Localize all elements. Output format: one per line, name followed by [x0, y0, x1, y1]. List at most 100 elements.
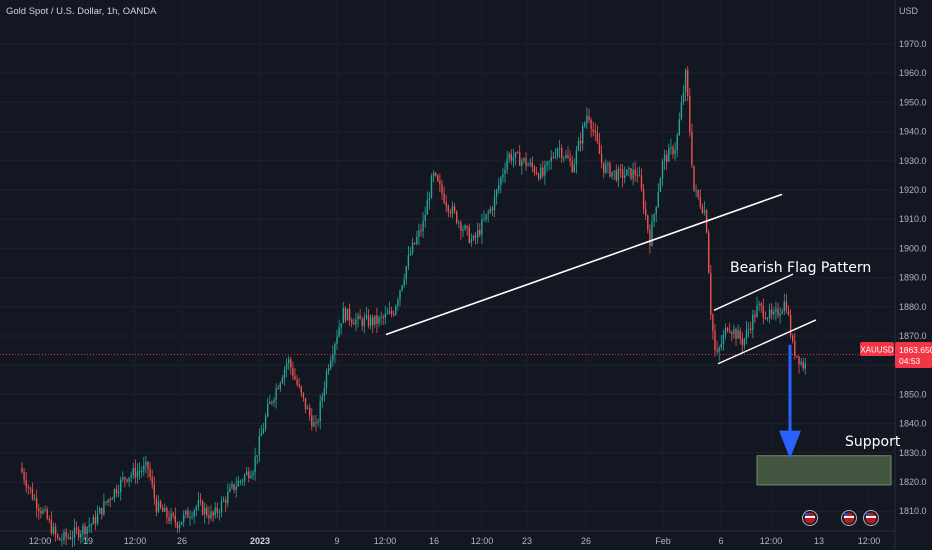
- flag-lower-line[interactable]: [717, 319, 817, 365]
- candle-body: [443, 193, 445, 203]
- candle-body: [428, 198, 431, 201]
- candle-down: [689, 88, 691, 137]
- candle-body: [285, 363, 288, 369]
- candle-body: [109, 499, 111, 501]
- candle-body: [512, 157, 515, 161]
- candle-down: [59, 537, 61, 541]
- candle-up: [582, 122, 584, 151]
- candle-body: [775, 308, 777, 312]
- candle-body: [670, 147, 672, 149]
- flag-upper-line[interactable]: [713, 273, 794, 311]
- candle-up: [752, 309, 754, 339]
- candle-up: [628, 165, 630, 177]
- candle-body: [348, 308, 351, 321]
- price-tick-label: 1950.0: [899, 97, 927, 107]
- drawings-group[interactable]: Bearish Flag Pattern Support: [385, 193, 901, 486]
- candle-body: [183, 514, 185, 522]
- candle-up: [260, 424, 263, 437]
- us-flag-event-icon[interactable]: [841, 510, 857, 526]
- candle-down: [691, 123, 693, 168]
- time-tick-label: 13: [814, 536, 824, 546]
- candle-up: [374, 315, 376, 328]
- support-label[interactable]: Support: [845, 434, 901, 450]
- us-flag-event-icon[interactable]: [863, 510, 879, 526]
- candle-down: [437, 174, 439, 183]
- candle-body: [561, 148, 563, 158]
- support-zone[interactable]: [756, 455, 892, 486]
- candle-up: [680, 95, 683, 121]
- candle-body: [313, 422, 315, 427]
- price-tick-label: 1970.0: [899, 39, 927, 49]
- candle-down: [48, 515, 50, 524]
- candle-up: [342, 301, 344, 324]
- candle-body: [527, 164, 529, 166]
- candle-body: [166, 507, 168, 518]
- candle-body: [684, 70, 687, 93]
- candle-body: [789, 314, 792, 336]
- price-axis[interactable]: 1970.0 1960.0 1950.0 1940.0 1930.0 1920.0 1910…: [899, 39, 927, 516]
- candle-body: [172, 513, 174, 516]
- candle-body: [674, 150, 676, 155]
- candle-up: [512, 148, 515, 168]
- projection-arrow[interactable]: [779, 344, 801, 459]
- candle-up: [250, 470, 252, 480]
- candle-body: [762, 306, 764, 318]
- candle-body: [99, 508, 101, 514]
- candle-body: [164, 507, 166, 512]
- candle-down: [75, 521, 78, 535]
- candle-down: [474, 232, 477, 245]
- candle-up: [220, 496, 223, 518]
- candle-body: [661, 160, 664, 179]
- candle-body: [128, 477, 130, 482]
- candle-body: [388, 310, 391, 314]
- candle-up: [464, 223, 466, 231]
- candle-up: [781, 308, 783, 315]
- time-axis[interactable]: 12:00 19 12:00 26 2023 9 12:00 16 12:00 23 26 Feb 6 1…: [29, 536, 881, 546]
- candle-body: [376, 315, 378, 324]
- candle-up: [747, 322, 750, 338]
- candle-body: [613, 170, 615, 172]
- candle-body: [495, 189, 498, 197]
- us-flag-event-icon[interactable]: [802, 510, 818, 526]
- candle-up: [283, 366, 286, 386]
- candle-up: [99, 506, 101, 514]
- candle-up: [722, 329, 725, 351]
- candle-up: [227, 483, 229, 508]
- candle-down: [798, 355, 800, 374]
- candle-down: [615, 164, 617, 183]
- price-badge-symbol: XAUUSD: [860, 346, 894, 355]
- candle-body: [439, 180, 441, 185]
- candle-up: [458, 219, 460, 229]
- candle-body: [130, 474, 132, 478]
- candle-body: [227, 491, 229, 504]
- candle-up: [103, 493, 105, 516]
- bearish-flag-label[interactable]: Bearish Flag Pattern: [730, 260, 871, 276]
- candle-down: [729, 322, 731, 334]
- candle-body: [390, 310, 393, 314]
- candle-body: [747, 328, 750, 330]
- candle-down: [109, 496, 111, 508]
- candle-body: [672, 147, 674, 155]
- candle-up: [336, 329, 338, 350]
- candle-body: [59, 538, 61, 541]
- candle-body: [453, 206, 456, 212]
- candle-body: [330, 360, 332, 369]
- candle-body: [535, 172, 538, 174]
- candle-up: [183, 510, 185, 528]
- candle-body: [533, 167, 536, 173]
- candle-body: [577, 140, 580, 151]
- candle-up: [384, 305, 386, 325]
- candle-body: [460, 222, 462, 231]
- candle-body: [521, 160, 523, 166]
- candle-down: [603, 162, 605, 179]
- candle-down: [439, 173, 441, 192]
- time-tick-label: 12:00: [29, 536, 52, 546]
- candle-down: [525, 152, 527, 171]
- uptrend-line[interactable]: [385, 193, 783, 336]
- candle-body: [418, 230, 420, 237]
- candle-body: [414, 242, 416, 244]
- candle-down: [296, 375, 298, 387]
- candle-body: [435, 173, 437, 176]
- candle-down: [23, 468, 25, 485]
